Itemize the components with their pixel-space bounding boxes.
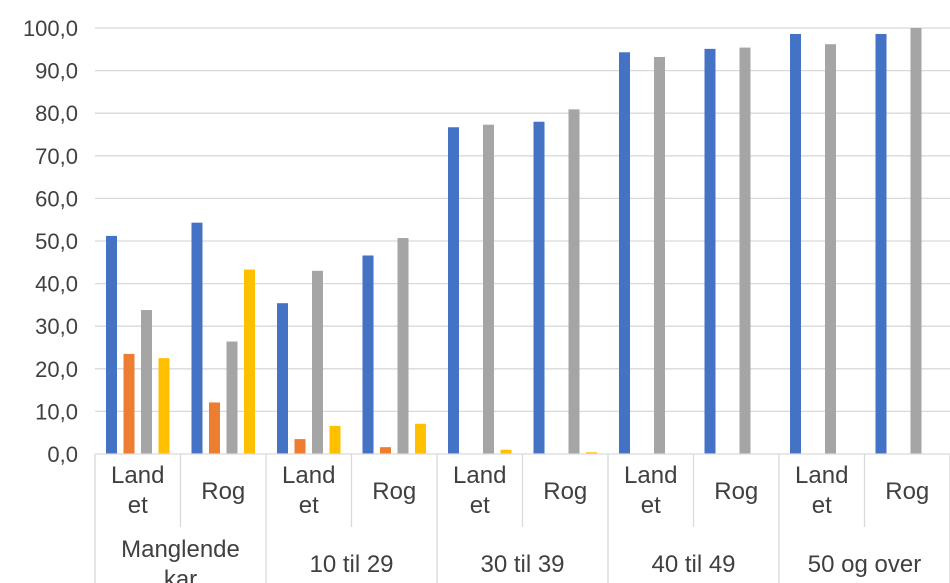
category-label-line: et xyxy=(641,492,661,519)
bar xyxy=(483,124,494,455)
category-label: Rog xyxy=(372,478,416,505)
category-label: Rog xyxy=(543,478,587,505)
bar xyxy=(362,255,374,454)
group-label: 40 til 49 xyxy=(651,551,735,578)
category-label-line: et xyxy=(812,492,832,519)
bar xyxy=(825,44,836,455)
group-label: 50 og over xyxy=(808,551,921,578)
category-label: Land et xyxy=(282,462,335,519)
category-label-line: Land xyxy=(282,462,335,489)
bar xyxy=(209,402,220,454)
y-tick-label: 40,0 xyxy=(35,272,78,297)
bar xyxy=(141,310,152,454)
bar xyxy=(568,109,580,454)
category-label-line: et xyxy=(128,492,148,519)
category-label-line: et xyxy=(470,492,490,519)
bar xyxy=(910,28,922,454)
bar xyxy=(619,52,630,454)
bar xyxy=(448,127,459,455)
bar xyxy=(191,222,203,454)
bar xyxy=(312,270,323,454)
y-tick-label: 80,0 xyxy=(35,101,78,126)
category-label: Land et xyxy=(795,462,848,519)
category-label-line: Land xyxy=(111,462,164,489)
bar xyxy=(654,56,665,455)
y-tick-label: 0,0 xyxy=(47,442,78,467)
group-label-line: kar xyxy=(164,566,197,583)
x-axis: Land et Rog Land et Rog Land et Rog Land et Rog Land… xyxy=(94,453,950,583)
bar xyxy=(294,439,306,454)
bar xyxy=(875,33,887,455)
bar xyxy=(704,48,716,455)
bar xyxy=(226,341,238,454)
bar xyxy=(106,235,117,454)
category-label: Rog xyxy=(714,478,758,505)
bars xyxy=(106,28,922,455)
bar xyxy=(277,303,288,454)
y-tick-label: 60,0 xyxy=(35,186,78,211)
group-label: Manglende kar xyxy=(121,536,240,583)
bar xyxy=(123,353,135,454)
y-tick-label: 70,0 xyxy=(35,144,78,169)
y-axis-tick-labels: 0,0 10,0 20,0 30,0 40,0 50,0 60,0 70,0 80,0 90,0 1… xyxy=(23,16,78,467)
bar xyxy=(380,447,391,454)
y-tick-label: 100,0 xyxy=(23,16,78,41)
y-tick-label: 10,0 xyxy=(35,399,78,424)
bar xyxy=(158,358,170,454)
category-label: Land et xyxy=(453,462,506,519)
bar xyxy=(329,425,341,454)
category-label-line: Land xyxy=(624,462,677,489)
y-tick-label: 20,0 xyxy=(35,357,78,382)
bar xyxy=(415,423,426,454)
bar xyxy=(500,449,512,454)
bar xyxy=(397,238,409,454)
bar xyxy=(790,33,801,455)
bar xyxy=(533,121,545,454)
category-label-line: et xyxy=(299,492,319,519)
bar xyxy=(586,452,597,454)
group-label: 10 til 29 xyxy=(309,551,393,578)
y-tick-label: 90,0 xyxy=(35,59,78,84)
gridlines xyxy=(95,27,950,413)
category-label: Rog xyxy=(885,478,929,505)
category-label-line: Land xyxy=(795,462,848,489)
y-tick-label: 50,0 xyxy=(35,229,78,254)
category-label: Land et xyxy=(111,462,164,519)
y-tick-label: 30,0 xyxy=(35,314,78,339)
category-label: Land et xyxy=(624,462,677,519)
group-label-line: Manglende xyxy=(121,536,240,563)
group-label: 30 til 39 xyxy=(480,551,564,578)
category-label-line: Land xyxy=(453,462,506,489)
bar xyxy=(739,47,751,454)
category-label: Rog xyxy=(201,478,245,505)
bar xyxy=(244,269,255,454)
